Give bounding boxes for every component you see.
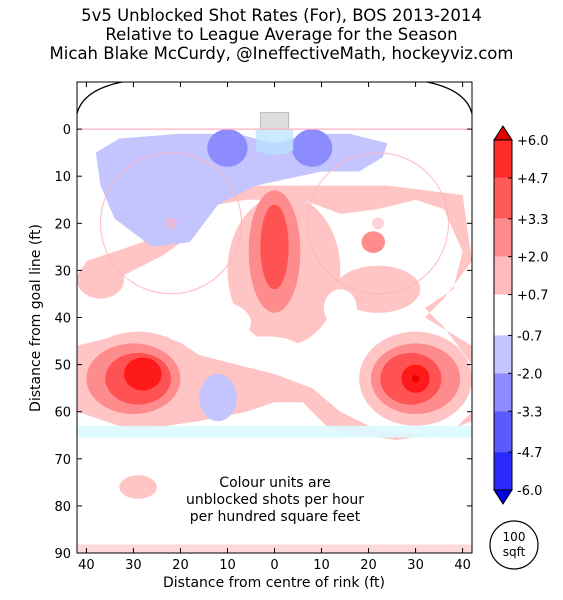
x-tick-label: 0	[270, 558, 278, 573]
colorbar-band	[494, 218, 512, 257]
y-tick-label: 30	[54, 264, 71, 279]
colorbar-tick-label: +2.0	[517, 251, 549, 266]
colorbar-band	[494, 294, 512, 336]
heat-blob	[77, 260, 125, 299]
heat-hole	[323, 289, 357, 327]
faceoff-dot-right	[371, 217, 384, 230]
y-tick-label: 0	[63, 123, 71, 138]
heat-blob	[361, 231, 385, 253]
heat-blob	[260, 204, 289, 290]
scale-badge-unit: sqft	[503, 545, 526, 559]
y-tick-label: 90	[54, 547, 71, 562]
note-line-2: unblocked shots per hour	[186, 492, 364, 508]
x-tick-label: 20	[360, 558, 377, 573]
x-axis: 40 30 20 10 0 10 20 30 40	[78, 82, 471, 573]
colorbar-tick-label: -6.0	[517, 484, 542, 499]
heat-blob	[119, 475, 157, 499]
boards-left	[77, 82, 126, 118]
colorbar-arrow-bottom	[493, 489, 513, 505]
heatmap-contours	[77, 129, 472, 499]
colorbar-tick-label: +6.0	[517, 134, 549, 149]
faceoff-dot-left	[165, 217, 178, 230]
colorbar-band	[494, 256, 512, 295]
x-axis-label: Distance from centre of rink (ft)	[163, 575, 385, 591]
note-line-1: Colour units are	[219, 475, 330, 491]
scale-badge: 100 sqft	[489, 520, 539, 570]
colorbar-band	[494, 452, 512, 490]
blue-line	[77, 425, 472, 438]
colorbar-tick-label: -2.0	[517, 367, 542, 382]
y-tick-label: 40	[54, 312, 71, 327]
chart-title: 5v5 Unblocked Shot Rates (For), BOS 2013…	[0, 6, 563, 63]
scale-badge-circle	[489, 520, 539, 570]
colorbar: +6.0 +4.7 +3.3 +2.0 +0.7 -0.7 -2.0 -3.3 -4.7 -6.0	[493, 125, 549, 505]
x-tick-label: 10	[313, 558, 330, 573]
goal-net	[259, 112, 290, 130]
y-tick-label: 20	[54, 217, 71, 232]
x-tick-label: 30	[125, 558, 142, 573]
heat-blob-neg	[199, 374, 237, 422]
colorbar-tick-label: +3.3	[517, 213, 549, 228]
colorbar-arrow-top	[493, 125, 513, 141]
heat-peak	[411, 374, 420, 383]
title-line-1: 5v5 Unblocked Shot Rates (For), BOS 2013…	[81, 6, 482, 25]
faceoff-circle-right	[306, 152, 449, 295]
x-tick-label: 10	[219, 558, 236, 573]
colorbar-band	[494, 177, 512, 219]
heatmap-area	[77, 82, 472, 553]
heat-blob	[124, 357, 162, 391]
goal-crease	[255, 129, 294, 156]
x-tick-label: 30	[407, 558, 424, 573]
heat-hole	[156, 298, 251, 346]
scale-badge-value: 100	[503, 530, 526, 544]
y-axis-label: Distance from goal line (ft)	[28, 224, 44, 412]
colorbar-tick-label: +0.7	[517, 289, 549, 304]
colorbar-tick-label: +4.7	[517, 172, 549, 187]
x-tick-label: 40	[78, 558, 95, 573]
colorbar-band	[494, 411, 512, 453]
colorbar-tick-label: -0.7	[517, 329, 542, 344]
title-line-2: Relative to League Average for the Seaso…	[105, 25, 458, 44]
y-tick-label: 80	[54, 500, 71, 515]
boards-right	[423, 82, 472, 118]
y-tick-label: 50	[54, 359, 71, 374]
units-note: Colour units are unblocked shots per hou…	[186, 475, 364, 525]
heat-blob-neg	[207, 129, 248, 167]
colorbar-band	[494, 335, 512, 374]
y-tick-label: 60	[54, 406, 71, 421]
x-tick-label: 40	[454, 558, 471, 573]
title-line-3: Micah Blake McCurdy, @IneffectiveMath, h…	[49, 44, 514, 63]
colorbar-frame	[493, 139, 513, 491]
x-tick-label: 20	[172, 558, 189, 573]
y-tick-label: 70	[54, 453, 71, 468]
colorbar-tick-label: -3.3	[517, 405, 542, 420]
colorbar-tick-label: -4.7	[517, 446, 542, 461]
heat-blob-neg	[291, 129, 333, 167]
y-tick-label: 10	[54, 170, 71, 185]
faceoff-circle-left	[100, 152, 243, 295]
note-line-3: per hundred square feet	[190, 509, 361, 525]
colorbar-band	[494, 140, 512, 178]
heat-hole	[227, 336, 303, 365]
heat-blob	[335, 265, 421, 313]
y-axis: 0 10 20 30 40 50 60 70 80 90	[54, 123, 472, 562]
colorbar-band	[494, 373, 512, 412]
